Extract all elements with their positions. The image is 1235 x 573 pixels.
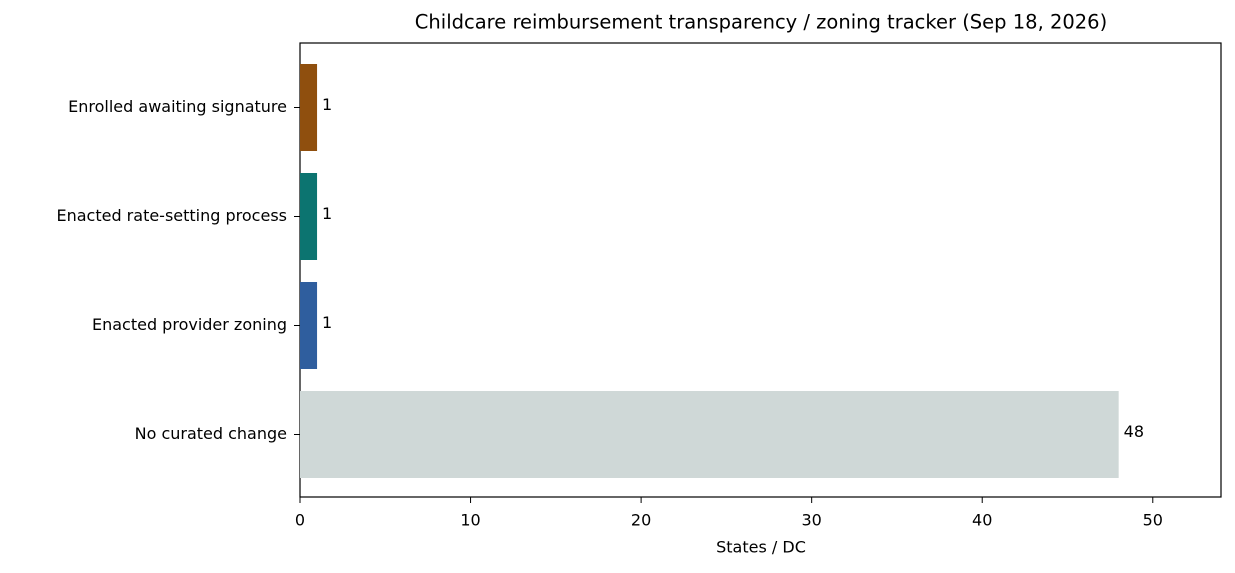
y-tick-label: Enacted rate-setting process — [56, 206, 287, 225]
x-tick-label: 10 — [460, 511, 480, 530]
y-tick-label: Enacted provider zoning — [92, 315, 287, 334]
plot-frame — [299, 42, 1222, 498]
chart-title: Childcare reimbursement transparency / z… — [415, 11, 1107, 34]
value-label: 1 — [322, 204, 332, 223]
x-tick-label: 50 — [1143, 511, 1163, 530]
x-tick-label: 30 — [801, 511, 821, 530]
x-tick-label: 0 — [295, 511, 305, 530]
bar — [300, 173, 318, 260]
value-label: 1 — [322, 313, 332, 332]
y-tick-label: Enrolled awaiting signature — [68, 97, 287, 116]
value-label: 48 — [1124, 422, 1144, 441]
bar — [300, 64, 318, 151]
x-axis-label: States / DC — [716, 538, 806, 557]
x-tick-label: 40 — [972, 511, 992, 530]
x-tick-label: 20 — [631, 511, 651, 530]
bar — [300, 282, 318, 369]
bar — [300, 391, 1119, 478]
y-tick-label: No curated change — [135, 424, 287, 443]
value-label: 1 — [322, 95, 332, 114]
